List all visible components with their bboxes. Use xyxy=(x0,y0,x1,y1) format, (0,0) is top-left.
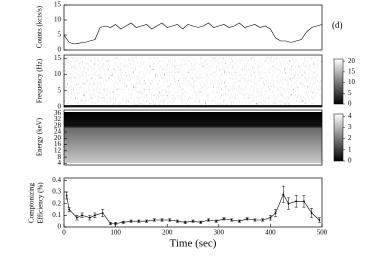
data-line xyxy=(63,22,323,45)
data-point xyxy=(295,200,298,203)
data-point xyxy=(114,222,117,225)
y-axis-label: Energy (keV) xyxy=(36,117,44,156)
y-tick-label: 0.4 xyxy=(52,176,61,184)
y-tick-label: 12 xyxy=(54,146,62,154)
data-point xyxy=(269,216,272,219)
y-tick-label: 4 xyxy=(58,159,62,167)
colorbar xyxy=(333,58,344,105)
y-tick-label: 0 xyxy=(58,103,62,111)
data-point xyxy=(153,219,156,221)
data-point xyxy=(199,221,202,224)
y-axis-label: Counts (kcts/s) xyxy=(36,5,44,48)
x-tick-label: 300 xyxy=(214,229,225,237)
y-tick-label: 32 xyxy=(54,115,62,123)
y-tick-label: 15 xyxy=(54,54,62,62)
data-point xyxy=(223,217,225,220)
data-point xyxy=(303,200,305,203)
data-point xyxy=(161,219,163,221)
y-tick-label: 5 xyxy=(58,31,62,39)
data-point xyxy=(101,212,104,214)
data-point xyxy=(122,221,125,224)
data-point xyxy=(130,220,132,223)
data-point xyxy=(230,219,233,221)
data-point xyxy=(176,220,179,223)
data-point xyxy=(88,216,91,219)
data-point xyxy=(254,219,256,221)
y-tick-label: 28 xyxy=(54,121,62,129)
y-tick-label: 0 xyxy=(58,223,62,231)
y-tick-label: 0 xyxy=(58,46,62,54)
data-point xyxy=(109,222,112,225)
axes-frame xyxy=(63,4,323,51)
spectrogram xyxy=(64,57,322,105)
data-point xyxy=(261,219,264,221)
data-point xyxy=(68,208,71,211)
colorbar-tick-label: 10 xyxy=(348,78,356,86)
axes-frame xyxy=(63,109,323,166)
y-tick-label: 15 xyxy=(54,1,62,9)
data-point xyxy=(282,193,285,196)
colorbar-tick-label: 2 xyxy=(348,134,352,142)
axes-frame xyxy=(63,54,323,108)
data-point xyxy=(81,214,83,217)
data-point xyxy=(238,220,241,223)
data-point xyxy=(137,220,140,223)
x-tick-label: 0 xyxy=(62,229,66,237)
y-tick-label: 10 xyxy=(54,70,62,78)
data-point xyxy=(94,214,96,217)
colorbar-tick-label: 0 xyxy=(348,100,352,108)
colorbar-tick-label: 0 xyxy=(348,157,352,165)
x-tick-label: 500 xyxy=(317,229,328,237)
y-tick-label: 24 xyxy=(54,128,62,136)
data-point xyxy=(192,220,194,223)
data-point xyxy=(65,194,68,197)
data-point xyxy=(145,220,148,223)
x-tick-label: 200 xyxy=(162,229,173,237)
y-tick-label: 16 xyxy=(54,140,62,148)
colorbar-tick-label: 3 xyxy=(348,123,352,131)
y-axis-label: Comptonizing xyxy=(28,182,36,223)
axes-frame xyxy=(63,177,323,228)
colorbar xyxy=(333,113,344,162)
data-point xyxy=(184,221,187,224)
y-tick-label: 0.2 xyxy=(52,199,61,207)
y-axis-label: Frequency (Hz) xyxy=(36,58,44,103)
y-tick-label: 8 xyxy=(58,153,62,161)
energy-image xyxy=(64,112,322,163)
y-tick-label: 0.3 xyxy=(52,188,61,196)
data-point xyxy=(168,219,171,221)
y-tick-label: 20 xyxy=(54,134,62,142)
data-point xyxy=(76,216,78,219)
data-point xyxy=(310,212,313,214)
x-axis-label: Time (sec) xyxy=(170,238,217,250)
data-line xyxy=(66,193,320,224)
x-tick-label: 400 xyxy=(265,229,276,237)
y-tick-label: 5 xyxy=(58,86,62,94)
data-point xyxy=(215,220,218,223)
data-point xyxy=(318,219,321,221)
data-point xyxy=(207,219,210,221)
annotation: (d) xyxy=(332,20,343,30)
y-axis-label: Efficiency (%) xyxy=(37,182,45,224)
colorbar-tick-label: 4 xyxy=(348,112,352,120)
data-point xyxy=(287,202,290,205)
colorbar-tick-label: 20 xyxy=(348,57,356,65)
y-tick-label: 0.1 xyxy=(52,211,61,219)
x-tick-label: 100 xyxy=(110,229,121,237)
y-tick-label: 10 xyxy=(54,16,62,24)
colorbar-tick-label: 15 xyxy=(348,67,356,75)
spectrogram-floor xyxy=(64,105,322,107)
data-point xyxy=(246,217,249,220)
colorbar-tick-label: 1 xyxy=(348,145,352,153)
data-point xyxy=(274,212,277,214)
colorbar-tick-label: 5 xyxy=(348,89,352,97)
y-tick-label: 36 xyxy=(54,109,62,117)
